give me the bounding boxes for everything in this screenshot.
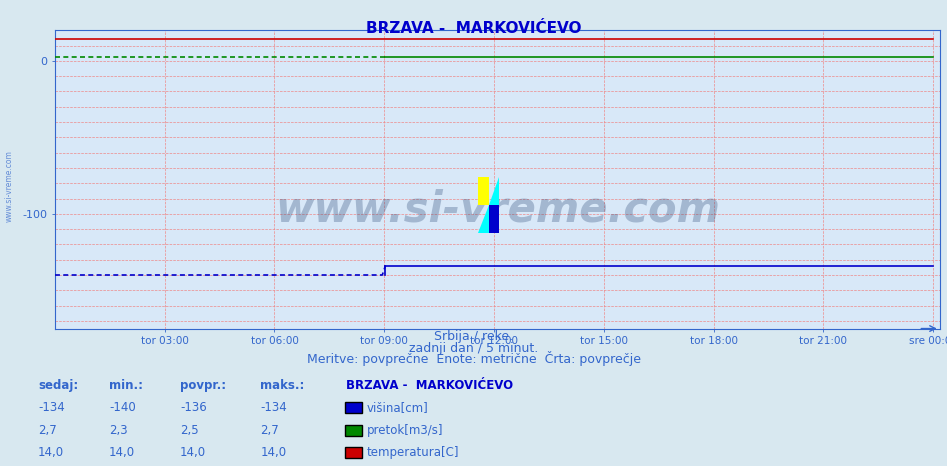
Text: sedaj:: sedaj:: [38, 379, 79, 392]
Text: min.:: min.:: [109, 379, 143, 392]
Text: -140: -140: [109, 402, 135, 414]
Text: temperatura[C]: temperatura[C]: [366, 446, 459, 459]
Text: 14,0: 14,0: [180, 446, 206, 459]
Text: 14,0: 14,0: [109, 446, 135, 459]
Text: 14,0: 14,0: [260, 446, 287, 459]
Text: -134: -134: [38, 402, 64, 414]
Text: -136: -136: [180, 402, 206, 414]
Bar: [478, 177, 489, 205]
Text: 2,7: 2,7: [38, 424, 57, 437]
Text: maks.:: maks.:: [260, 379, 305, 392]
Text: zadnji dan / 5 minut.: zadnji dan / 5 minut.: [409, 342, 538, 355]
Text: -134: -134: [260, 402, 287, 414]
Text: Srbija / reke.: Srbija / reke.: [434, 330, 513, 343]
Polygon shape: [489, 177, 499, 205]
Bar: [489, 205, 499, 233]
Text: pretok[m3/s]: pretok[m3/s]: [366, 424, 443, 437]
Text: Meritve: povprečne  Enote: metrične  Črta: povprečje: Meritve: povprečne Enote: metrične Črta:…: [307, 351, 640, 366]
Text: povpr.:: povpr.:: [180, 379, 226, 392]
Text: 2,7: 2,7: [260, 424, 279, 437]
Text: BRZAVA -  MARKOVIĆEVO: BRZAVA - MARKOVIĆEVO: [366, 21, 581, 36]
Polygon shape: [478, 205, 489, 233]
Text: www.si-vreme.com: www.si-vreme.com: [5, 151, 14, 222]
Text: BRZAVA -  MARKOVIĆEVO: BRZAVA - MARKOVIĆEVO: [346, 379, 512, 392]
Text: 14,0: 14,0: [38, 446, 64, 459]
Text: 2,3: 2,3: [109, 424, 128, 437]
Text: www.si-vreme.com: www.si-vreme.com: [276, 188, 720, 230]
Text: 2,5: 2,5: [180, 424, 199, 437]
Text: višina[cm]: višina[cm]: [366, 402, 428, 414]
